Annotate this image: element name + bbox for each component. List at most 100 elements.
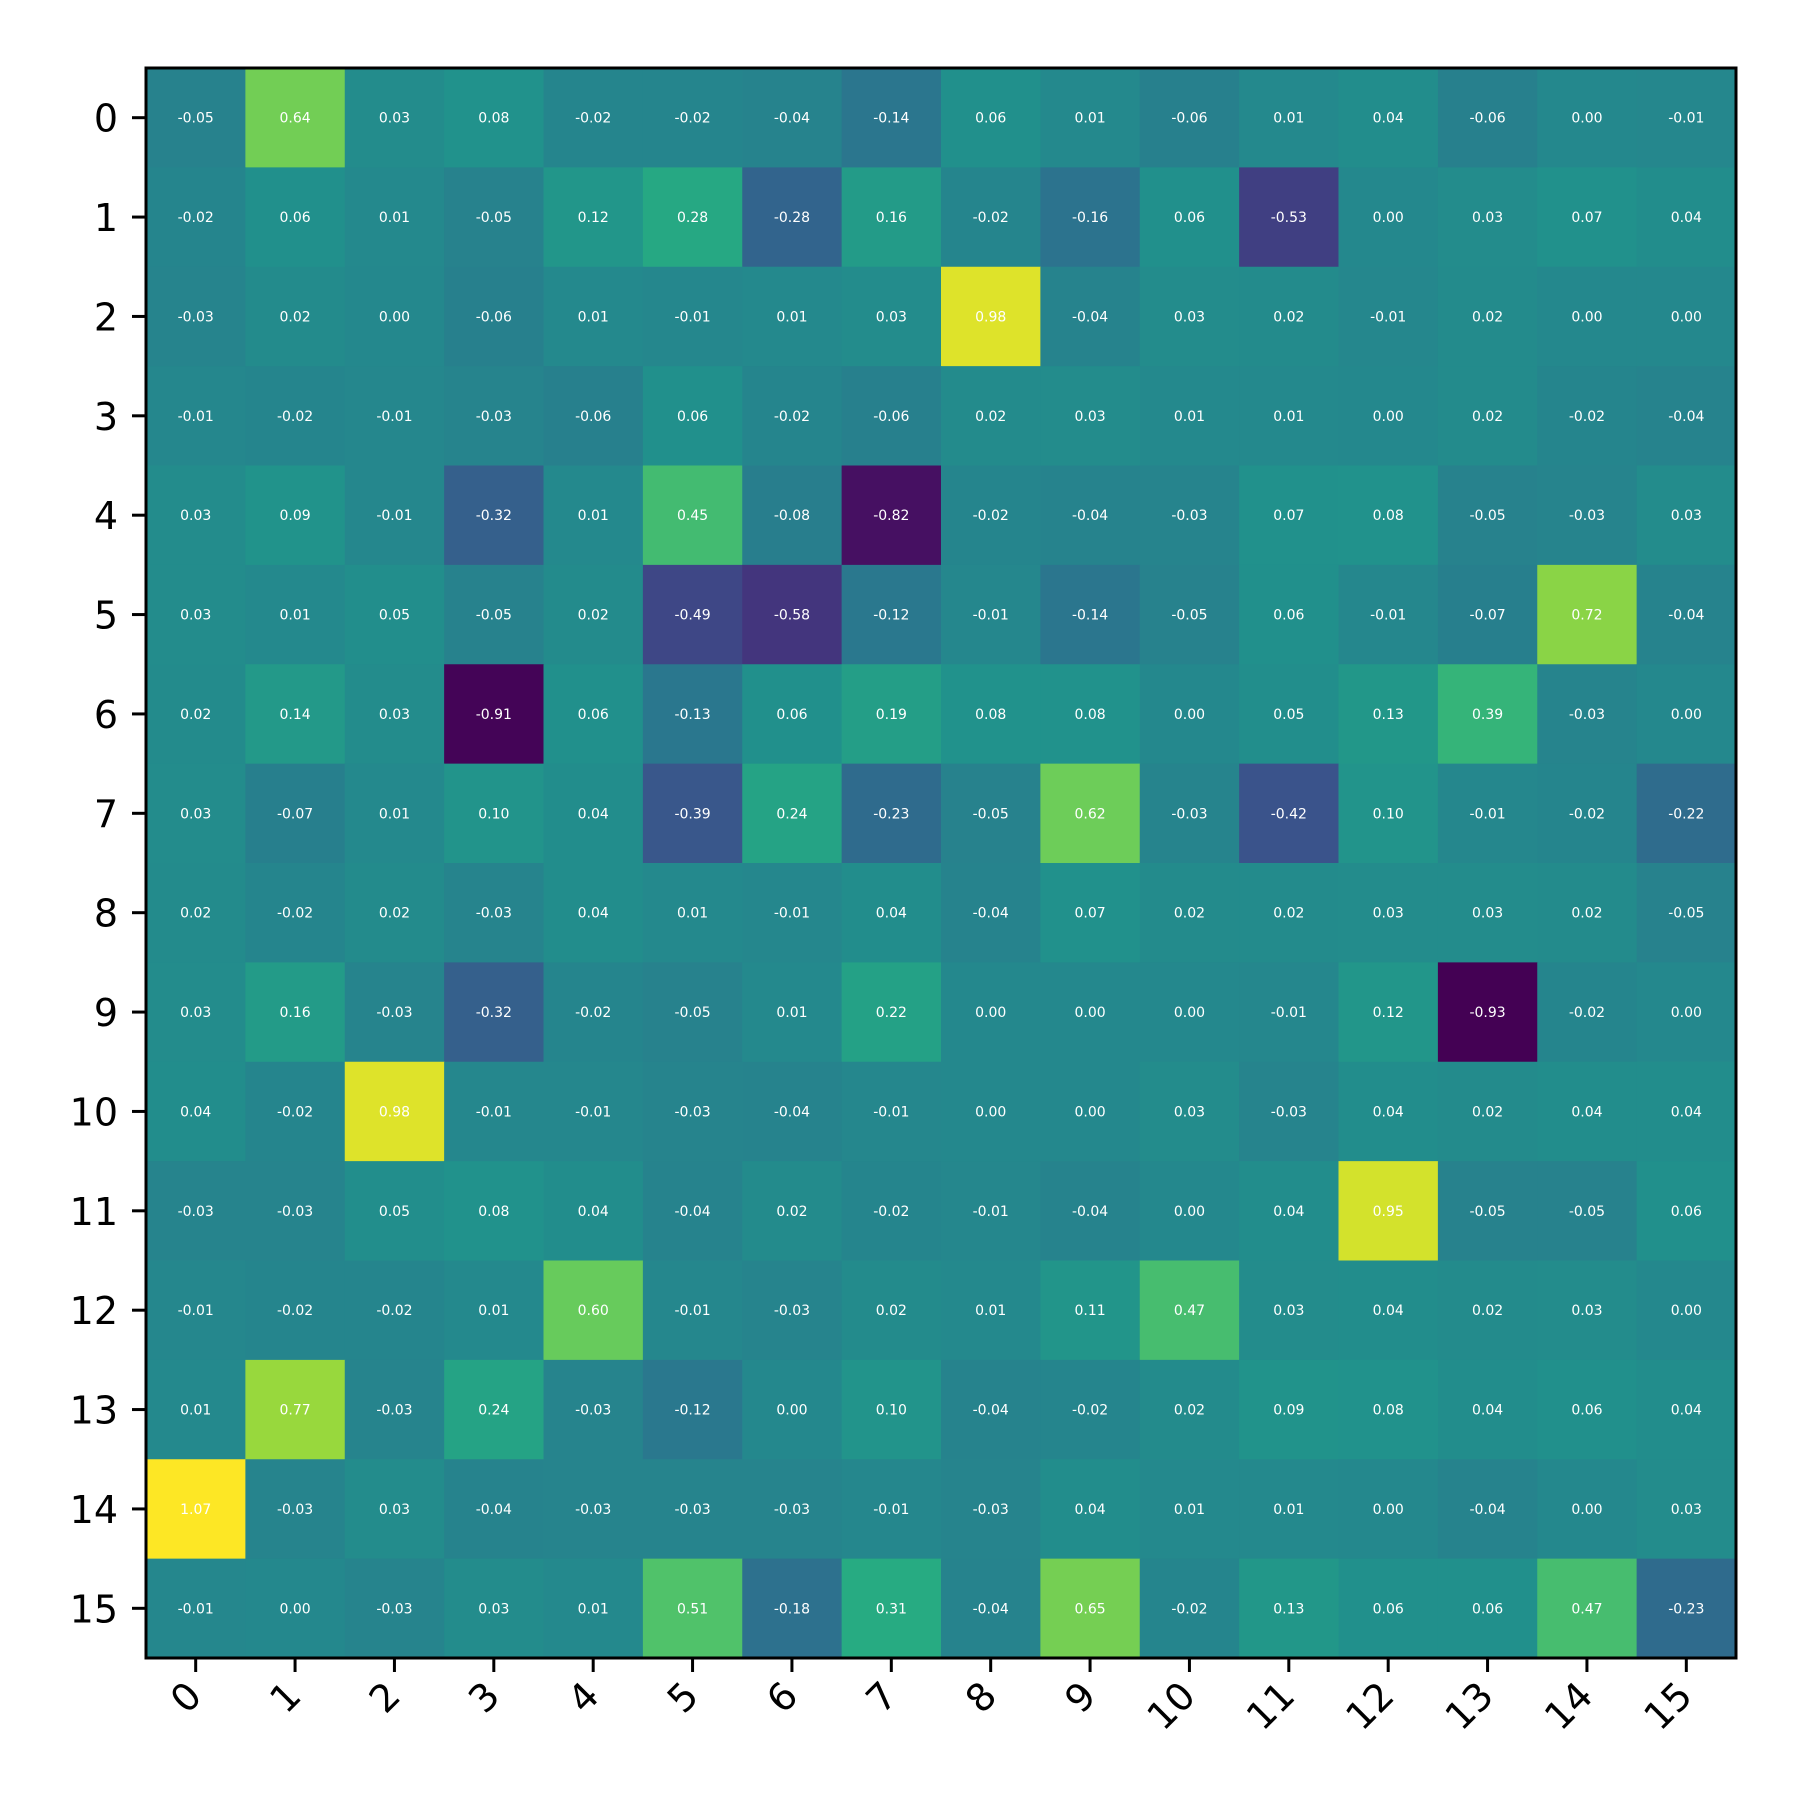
cell-value-label: 0.05 <box>379 1204 410 1220</box>
heatmap-cell <box>1437 167 1538 268</box>
cell-value-label: -0.16 <box>1072 210 1108 226</box>
cell-value-label: 0.14 <box>279 707 310 723</box>
heatmap-cell <box>1338 962 1439 1063</box>
heatmap-cell <box>1537 1459 1638 1560</box>
heatmap-cell <box>841 366 942 467</box>
heatmap-cell <box>543 1161 644 1262</box>
cell-value-label: -0.01 <box>1271 1005 1307 1021</box>
heatmap-cell <box>543 366 644 467</box>
cell-value-label: -0.05 <box>476 608 512 624</box>
cell-value-label: 0.00 <box>975 1005 1006 1021</box>
cell-value-label: -0.04 <box>1072 309 1108 325</box>
heatmap-cell <box>1636 763 1737 864</box>
y-tick-label: 7 <box>94 792 118 836</box>
heatmap-cell <box>1437 68 1538 168</box>
heatmap-cell <box>1437 1061 1538 1162</box>
heatmap-cell <box>543 68 644 168</box>
cell-value-label: -0.07 <box>1469 608 1505 624</box>
heatmap-cell <box>1338 1161 1439 1262</box>
heatmap-cell <box>941 763 1041 864</box>
heatmap-cell <box>146 1161 246 1262</box>
cell-value-label: 0.04 <box>1373 1104 1404 1120</box>
heatmap-cell <box>543 1061 644 1162</box>
cell-value-label: 0.06 <box>1273 608 1304 624</box>
heatmap-cell <box>1239 1459 1340 1560</box>
heatmap-cell <box>344 465 445 566</box>
heatmap-cell <box>642 68 743 168</box>
cell-value-label: 0.01 <box>677 906 708 922</box>
cell-value-label: 0.13 <box>1373 707 1404 723</box>
cell-value-label: -0.12 <box>873 608 909 624</box>
x-tick-label: 0 <box>162 1673 210 1721</box>
heatmap-cell <box>841 1260 942 1361</box>
cell-value-label: 0.01 <box>279 608 310 624</box>
heatmap-cell <box>1437 962 1538 1063</box>
cell-value-label: 1.07 <box>180 1502 211 1518</box>
heatmap-cell <box>941 564 1041 665</box>
heatmap-cell <box>1636 863 1737 963</box>
heatmap-cell <box>1338 1459 1439 1560</box>
cell-value-label: -0.14 <box>1072 608 1108 624</box>
cell-value-label: -0.32 <box>476 508 512 524</box>
cell-value-label: -0.05 <box>1469 1204 1505 1220</box>
cell-value-label: 0.03 <box>180 508 211 524</box>
heatmap-cell <box>1537 1359 1638 1460</box>
cell-value-label: 0.08 <box>1074 707 1105 723</box>
cell-value-label: -0.04 <box>1072 508 1108 524</box>
cell-value-label: -0.05 <box>1668 906 1704 922</box>
cell-value-label: 0.08 <box>1373 508 1404 524</box>
cell-value-label: -0.03 <box>575 1403 611 1419</box>
heatmap-cell <box>543 1359 644 1460</box>
cell-value-label: -0.02 <box>277 409 313 425</box>
cell-value-label: -0.91 <box>476 707 512 723</box>
cell-value-label: -0.32 <box>476 1005 512 1021</box>
heatmap-cell <box>642 1161 743 1262</box>
heatmap-cell <box>1437 863 1538 963</box>
heatmap-cell <box>1040 763 1141 864</box>
heatmap-cell <box>146 1359 246 1460</box>
cell-value-label: -0.01 <box>476 1104 512 1120</box>
cell-value-label: -0.05 <box>1569 1204 1605 1220</box>
heatmap-cell <box>444 465 545 566</box>
x-tick-label: 8 <box>957 1673 1005 1721</box>
heatmap-cell <box>1437 564 1538 665</box>
heatmap-cell <box>1040 863 1141 963</box>
heatmap-cell <box>1338 366 1439 467</box>
heatmap-cell <box>1636 266 1737 367</box>
cell-value-label: -0.02 <box>873 1204 909 1220</box>
heatmap-cell <box>1338 68 1439 168</box>
heatmap-cell <box>444 664 545 765</box>
heatmap-cell <box>1437 1260 1538 1361</box>
heatmap-cell <box>344 266 445 367</box>
heatmap-cell <box>941 167 1041 268</box>
heatmap-cell <box>543 564 644 665</box>
cell-value-label: 0.02 <box>975 409 1006 425</box>
heatmap-cell <box>444 266 545 367</box>
cell-value-label: 0.04 <box>1074 1502 1105 1518</box>
x-tick-label: 5 <box>659 1673 707 1721</box>
cell-value-label: 0.28 <box>677 210 708 226</box>
cell-value-label: -0.03 <box>1171 508 1207 524</box>
cell-value-label: 0.03 <box>1671 508 1702 524</box>
heatmap-cell <box>1437 465 1538 566</box>
cell-value-label: 0.04 <box>578 1204 609 1220</box>
cell-value-label: 0.02 <box>1571 906 1602 922</box>
cell-value-label: -0.53 <box>1271 210 1307 226</box>
heatmap-cell <box>742 863 843 963</box>
cell-value-label: -0.02 <box>277 906 313 922</box>
heatmap-cell <box>245 1459 346 1560</box>
cell-value-label: -0.03 <box>277 1204 313 1220</box>
heatmap-cell <box>1338 664 1439 765</box>
heatmap-cell <box>941 1359 1041 1460</box>
heatmap-cell <box>245 1260 346 1361</box>
heatmap-cell <box>245 167 346 268</box>
cell-value-label: 0.01 <box>1273 409 1304 425</box>
y-tick-label: 6 <box>94 693 118 737</box>
heatmap-cell <box>344 1161 445 1262</box>
heatmap-cell <box>543 664 644 765</box>
cell-value-label: 0.45 <box>677 508 708 524</box>
cell-value-label: -0.05 <box>973 806 1009 822</box>
heatmap-cell <box>742 962 843 1063</box>
heatmap-cell <box>1636 564 1737 665</box>
cell-value-label: -0.01 <box>774 906 810 922</box>
